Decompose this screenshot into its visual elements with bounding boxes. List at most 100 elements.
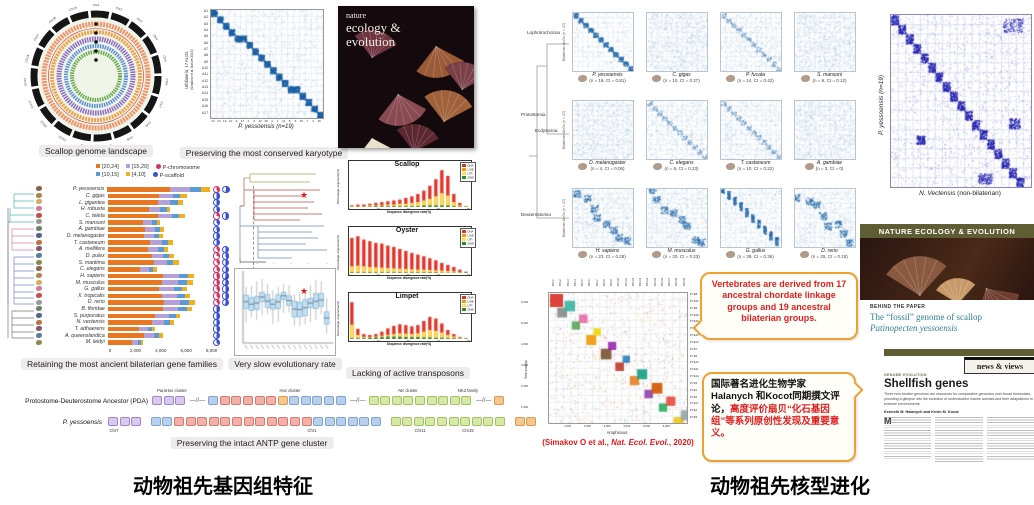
karyotype-x-tick: 13: [217, 119, 221, 123]
species-name: D. melanogaster: [66, 232, 105, 239]
bar-segment: [164, 320, 171, 325]
oxford-y-tick: 1,000: [521, 405, 528, 409]
alg-dotplot: [646, 12, 708, 72]
dotplot-caption: P. yessoensis (n = 19, CI = 0.81): [572, 72, 632, 83]
bar-segment: [170, 320, 175, 325]
species-icon: [36, 279, 42, 285]
purple-gene-box: [108, 417, 118, 426]
histogram-canvas: [349, 293, 469, 339]
bar-segment: [145, 226, 156, 232]
boxplot-highlight-star: ★: [300, 286, 309, 296]
alg-row-label: A4: [203, 28, 208, 33]
karyotype-row-labels: A1 A2 A3 A4 A5 A6 A7 A8 A9 A10 A11 A12 A13 A14 A15 A16 A…: [196, 9, 208, 117]
alg-row-label: A16: [201, 104, 208, 109]
dotplot-species: M. musculus: [667, 248, 696, 254]
bar-segment: [107, 240, 151, 245]
bar-segment: [151, 320, 165, 325]
species-icon: [36, 239, 42, 245]
alg-dotplot: [646, 100, 708, 160]
red-gene-box: [173, 417, 184, 426]
species-name: L. gigantea: [79, 199, 105, 206]
mouse-icon: [652, 250, 662, 258]
dotplot-stats: (n = 8, CI = 0.12): [812, 77, 847, 83]
caption-conserved-karyotype: Preserving the most conserved karyotype: [179, 147, 349, 159]
bar-segment: [107, 333, 145, 339]
histogram-plot: [348, 292, 472, 342]
bar-segment: [189, 187, 201, 192]
alg-dotplot: [572, 100, 634, 160]
dotplot-stats: (n = 10, CI = 0.27): [663, 77, 700, 83]
species-icon: [36, 219, 42, 225]
oxford-row-label: PYE1: [690, 387, 698, 392]
dotplot-caption-text: D. rerio (n = 25, CI = 0.18): [811, 248, 848, 259]
bar-segment: [107, 200, 158, 205]
bar-segment: [107, 266, 141, 272]
bar-segment: [166, 207, 171, 212]
blue-gene-box: [208, 396, 219, 405]
species-icon: [36, 192, 42, 198]
gene-family-row: C. gigas: [50, 192, 236, 200]
alg-row-label: A10: [201, 66, 208, 71]
bar-segment: [179, 273, 188, 279]
red-gene-box: [266, 396, 277, 405]
gene-family-row: M. musculus: [50, 278, 236, 287]
histogram-ylabel: Percentage of genome(%): [336, 300, 340, 336]
blue-gene-box: [359, 417, 370, 426]
fluke-icon: [801, 74, 811, 82]
oxford-col-label: BFL2: [558, 279, 563, 286]
stacked-bar: [107, 213, 210, 219]
gene-family-row: H. sapiens: [50, 272, 236, 280]
bar-segment: [107, 320, 152, 325]
blue-gene-box: [336, 417, 347, 426]
news-and-views-tab: news & views: [964, 357, 1034, 374]
bar-segment: [107, 213, 158, 219]
legend-15-20: [15,20]: [125, 164, 149, 170]
bar-segment: [153, 266, 157, 272]
purple-gene-box: [163, 396, 174, 405]
bar-segment: [107, 286, 160, 292]
clade-lophotrochozoa: Lophotrochozoa: [527, 30, 560, 35]
gene-family-row: T. adhaerens: [50, 325, 236, 333]
legend-20-24: [20,24]: [96, 164, 119, 170]
stacked-bar: [107, 246, 210, 252]
gene-family-row: N. vectensis: [50, 318, 236, 327]
species-icon: [36, 212, 42, 218]
species-icon: [36, 246, 42, 252]
dotplot-species: P. fucata: [745, 72, 766, 78]
svg-text:Chr9: Chr9: [126, 135, 134, 142]
alg-dotplot: [720, 100, 782, 160]
bar-segment: [137, 340, 141, 345]
histogram-canvas: [349, 227, 469, 273]
bar-segment: [107, 246, 148, 252]
species-name: A. queenslandica: [64, 332, 105, 339]
bar-segment: [177, 200, 183, 205]
bar-segment: [144, 233, 155, 239]
stacked-bar: [107, 200, 210, 205]
oxford-row-label: PYE15: [690, 333, 699, 338]
karyotype-x-tick: 9: [235, 119, 238, 123]
alg-row-label: A5: [203, 34, 208, 39]
clade-ecdysozoa: Ecdysozoa: [535, 128, 558, 133]
dotplot-cell: H. sapiens (n = 23, CI = 0.28): [572, 188, 634, 259]
dotplot-species: T. castaneum: [740, 160, 771, 166]
stacked-bar: [107, 286, 210, 292]
green-gene-box: [425, 417, 436, 426]
blue-gene-box: [289, 396, 300, 405]
dotplot-stats: (n = 14, CI = 0.42): [737, 77, 774, 83]
gene-family-row: X. tropicalis: [50, 292, 236, 300]
bar-segment: [150, 240, 162, 245]
red-gene-box: [231, 417, 242, 426]
oxford-row-label: PYE9: [690, 415, 698, 420]
karyotype-x-tick: 18: [317, 119, 321, 123]
alg-row-label: A1: [203, 9, 208, 13]
species-name: M. leidyi: [85, 339, 105, 346]
bar-segment: [179, 213, 186, 219]
alg-row-label: A3: [203, 21, 208, 26]
bar-segment: [107, 207, 150, 212]
gene-family-row: G. gallus: [50, 285, 236, 293]
oxford-y-tick: 4,000: [521, 342, 528, 346]
oxford-row-label: PYE2: [690, 394, 698, 399]
svg-text:Chr16: Chr16: [24, 54, 30, 63]
bar-segment: [140, 266, 150, 272]
alg-row-label: A8: [203, 53, 208, 58]
